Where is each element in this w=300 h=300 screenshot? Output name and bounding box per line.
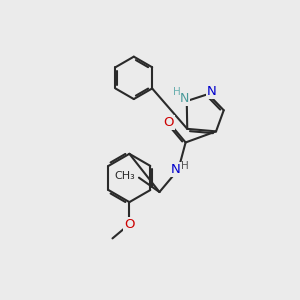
- Text: N: N: [207, 85, 217, 98]
- Text: CH₃: CH₃: [115, 171, 135, 181]
- Text: H: H: [173, 87, 181, 97]
- Text: N: N: [171, 163, 181, 176]
- Text: O: O: [163, 116, 174, 129]
- Text: H: H: [181, 161, 189, 171]
- Text: O: O: [124, 218, 135, 231]
- Text: N: N: [180, 92, 189, 105]
